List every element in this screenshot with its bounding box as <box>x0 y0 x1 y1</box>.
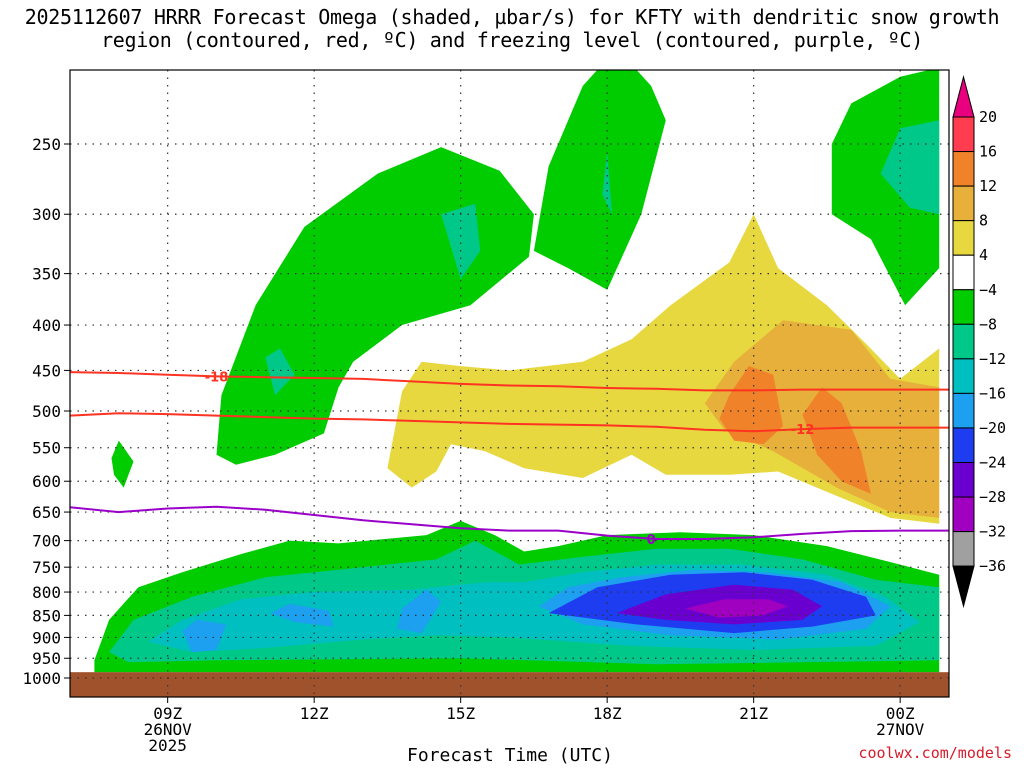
freezing-level-0-line <box>70 505 949 540</box>
colorbar-label: −36 <box>979 557 1006 575</box>
y-tick-label: 900 <box>32 628 61 647</box>
x-tick-label: 27NOV <box>876 720 925 739</box>
colorbar-swatch <box>952 531 975 567</box>
y-tick-label: 950 <box>32 649 61 668</box>
colorbar-label: −28 <box>979 488 1006 506</box>
colorbar-label: −4 <box>979 281 997 299</box>
colorbar-swatch <box>952 220 975 256</box>
colorbar-label: −12 <box>979 350 1006 368</box>
colorbar-swatch <box>952 392 975 429</box>
colorbar-label: −20 <box>979 419 1006 437</box>
colorbar-label: 20 <box>979 108 997 126</box>
y-tick-label: 400 <box>32 316 61 335</box>
colorbar-swatch <box>952 116 975 153</box>
colorbar-swatch <box>952 462 975 498</box>
omega-shading-layer <box>94 70 940 673</box>
colorbar-top-arrow <box>952 75 975 118</box>
dgz-minus-18-label: -18 <box>205 370 229 385</box>
plot-frame <box>69 69 950 698</box>
y-tick-label: 450 <box>32 361 61 380</box>
colorbar-swatch <box>952 185 975 222</box>
y-tick-label: 650 <box>32 503 61 522</box>
colorbar-label: 12 <box>979 177 997 195</box>
colorbar-label: −8 <box>979 315 997 333</box>
colorbar-swatch <box>952 427 975 464</box>
x-tick-label: 21Z <box>739 704 768 723</box>
rising-motion-lower-band-4b <box>270 603 334 627</box>
x-tick-label: 2025 <box>148 736 187 755</box>
y-tick-label: 1000 <box>22 669 61 688</box>
y-tick-label: 300 <box>32 205 61 224</box>
x-tick-label: 26NOV <box>144 720 193 739</box>
colorbar-swatch <box>952 323 975 360</box>
sinking-motion-mid-center <box>719 366 783 445</box>
y-tick-label: 500 <box>32 402 61 421</box>
rising-motion-small <box>111 440 134 488</box>
colorbar-swatch <box>952 289 975 325</box>
y-tick-label: 850 <box>32 606 61 625</box>
rising-motion-upper-core-2 <box>441 203 481 280</box>
credit-link[interactable]: coolwx.com/models <box>858 744 1012 762</box>
dgz-minus-12-line <box>70 412 949 433</box>
colorbar-label: 8 <box>979 212 988 230</box>
colorbar-bottom-arrow <box>952 565 975 609</box>
rising-motion-upper-mid <box>533 70 666 290</box>
freezing-level-0-label: 0 <box>647 533 656 548</box>
y-tick-label: 750 <box>32 558 61 577</box>
colorbar-swatch <box>952 151 975 187</box>
chart-title: 2025112607 HRRR Forecast Omega (shaded, … <box>24 5 1011 52</box>
x-tick-label: 12Z <box>300 704 329 723</box>
x-axis-label: Forecast Time (UTC) <box>407 745 613 766</box>
colorbar-label: −16 <box>979 384 1006 402</box>
y-axis: 250 300 350 400 450 500 550 600 650 700 750 800 850 9… <box>22 135 70 688</box>
y-tick-label: 800 <box>32 583 61 602</box>
rising-motion-lower-band-4c <box>397 589 442 634</box>
dgz-minus-18-line <box>70 371 949 392</box>
rising-motion-lower-band-7 <box>685 599 788 618</box>
y-tick-label: 350 <box>32 265 61 284</box>
x-tick-label: 15Z <box>446 704 475 723</box>
colorbar-swatch <box>952 254 975 291</box>
y-tick-label: 250 <box>32 135 61 154</box>
colorbar-label: 4 <box>979 246 988 264</box>
colorbar-label: 16 <box>979 143 997 161</box>
rising-motion-upper-core <box>265 348 295 396</box>
contour-layer: -18 -12 0 <box>70 370 949 548</box>
terrain-layer <box>70 672 949 697</box>
terrain-ground <box>70 672 949 697</box>
colorbar-swatch <box>952 496 975 533</box>
sinking-motion-mid-center-2 <box>802 387 871 494</box>
dgz-minus-12-label: -12 <box>791 423 815 438</box>
rising-motion-lower-band-4d <box>182 619 227 653</box>
colorbar-label: −32 <box>979 523 1006 541</box>
x-tick-label: 18Z <box>593 704 622 723</box>
y-tick-label: 700 <box>32 532 61 551</box>
y-tick-label: 550 <box>32 439 61 458</box>
y-tick-label: 600 <box>32 472 61 491</box>
colorbar: 20 16 12 8 4 −4 −8 −12 −16 −20 −24 −28 −32 −36 <box>952 75 1006 609</box>
colorbar-swatch <box>952 358 975 394</box>
x-tick-label: 09Z <box>153 704 182 723</box>
colorbar-label: −24 <box>979 454 1006 472</box>
x-tick-label: 00Z <box>886 704 915 723</box>
